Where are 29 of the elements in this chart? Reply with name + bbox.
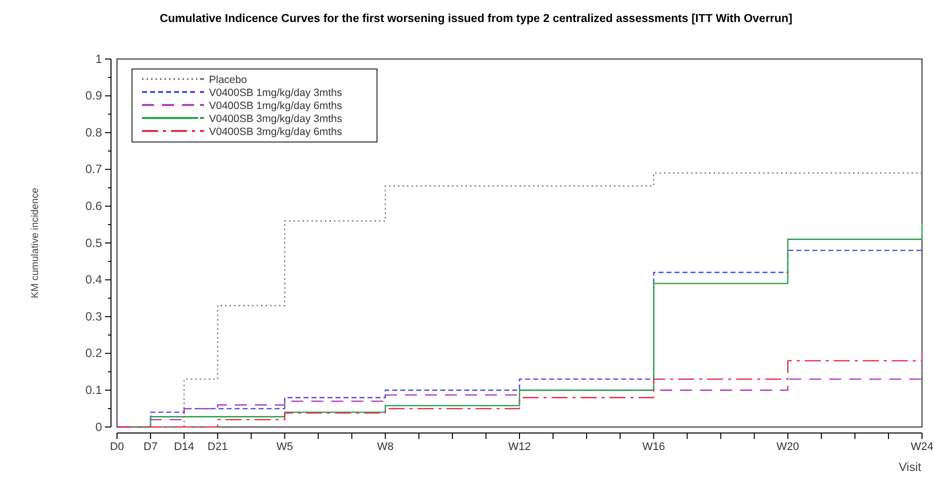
x-tick-label: D21	[208, 440, 228, 453]
legend-label: V0400SB 3mg/kg/day 3mths	[209, 113, 342, 125]
y-tick-label: 0.1	[85, 383, 102, 398]
y-axis-title: KM cumulative incidence	[30, 187, 41, 298]
y-tick-label: 0.4	[85, 272, 102, 287]
y-tick-label: 0.8	[85, 125, 102, 140]
y-tick-label: 0.7	[85, 162, 102, 176]
y-tick-label: 0.2	[85, 346, 102, 360]
y-tick-label: 0	[95, 420, 102, 434]
y-tick-label: 0.5	[85, 236, 102, 250]
x-tick-label: W16	[642, 440, 665, 453]
legend-label: Placebo	[209, 74, 248, 86]
x-tick-label: W5	[276, 440, 293, 453]
x-tick-label: W8	[377, 440, 394, 453]
y-tick-label: 0.6	[85, 199, 102, 214]
x-tick-label: D0	[110, 440, 124, 453]
y-tick-label: 0.3	[85, 309, 102, 324]
x-tick-label: D7	[144, 440, 158, 453]
y-tick-label: 0.9	[85, 88, 102, 103]
y-tick-label: 1	[95, 52, 102, 66]
legend-label: V0400SB 1mg/kg/day 3mths	[209, 87, 342, 99]
x-tick-label: W20	[776, 440, 800, 453]
x-tick-label: W12	[508, 440, 531, 453]
x-tick-label: W24	[910, 440, 934, 453]
legend-label: V0400SB 1mg/kg/day 6mths	[209, 100, 342, 112]
legend-label: V0400SB 3mg/kg/day 6mths	[209, 126, 342, 138]
x-tick-label: D14	[174, 440, 194, 453]
x-axis-title: Visit	[898, 460, 922, 474]
chart-title: Cumulative Indicence Curves for the first worsening issued from type 2 centralized assessments [ITT With Overrun]	[160, 13, 792, 25]
